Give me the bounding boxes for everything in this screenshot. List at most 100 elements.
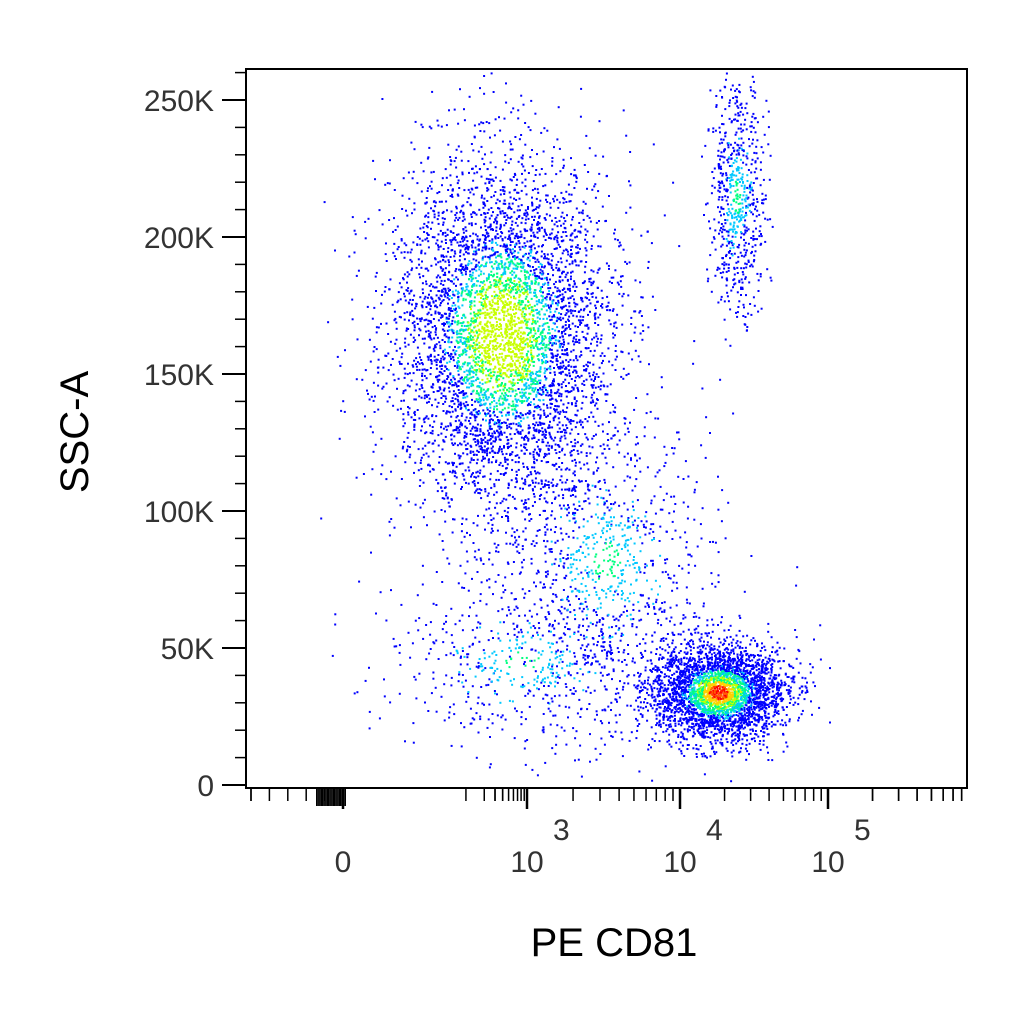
data-point [736, 644, 739, 647]
data-point [669, 669, 671, 672]
data-point [499, 210, 502, 213]
data-point [456, 241, 459, 244]
data-point [577, 452, 580, 455]
data-point [758, 671, 761, 674]
data-point [395, 338, 398, 341]
data-point [749, 125, 752, 128]
data-point [441, 448, 444, 451]
data-point [488, 586, 491, 589]
data-point [639, 310, 642, 313]
data-point [597, 324, 600, 326]
data-point [379, 591, 382, 594]
data-point [460, 745, 463, 748]
data-point [546, 604, 549, 607]
data-point [499, 193, 502, 196]
data-point [423, 319, 426, 322]
data-point [444, 425, 447, 428]
data-point [480, 446, 483, 449]
data-point [668, 701, 671, 704]
data-point [631, 660, 634, 663]
data-point [741, 286, 744, 289]
data-point [662, 699, 665, 702]
data-point [371, 317, 374, 320]
data-point [677, 711, 680, 714]
data-point [416, 244, 419, 246]
data-point [611, 309, 614, 312]
data-point [471, 717, 474, 720]
data-point [581, 330, 584, 333]
data-point [661, 657, 663, 660]
data-point [524, 178, 527, 181]
data-point [627, 430, 630, 433]
data-point [692, 728, 695, 731]
data-point [450, 415, 453, 418]
data-point [658, 657, 661, 660]
data-point [448, 462, 451, 465]
data-point [728, 659, 731, 661]
data-point [710, 742, 713, 745]
data-point [546, 570, 549, 573]
data-point [668, 675, 670, 678]
data-point [738, 751, 741, 754]
data-point [512, 561, 515, 563]
data-point [665, 702, 668, 704]
data-point [717, 301, 720, 304]
data-point [572, 387, 575, 390]
data-point [759, 740, 762, 742]
data-point [407, 171, 410, 174]
data-point [418, 388, 421, 391]
data-point [596, 456, 599, 459]
data-point [728, 657, 731, 659]
data-point [765, 720, 768, 722]
data-point [769, 218, 772, 221]
data-point [666, 658, 669, 661]
data-point [450, 210, 453, 213]
data-point [572, 359, 575, 362]
data-point [560, 612, 563, 615]
data-point [596, 713, 598, 716]
data-point [593, 185, 596, 188]
data-point [563, 198, 566, 201]
data-point [437, 124, 440, 127]
data-point [778, 646, 781, 649]
data-point [730, 649, 733, 652]
data-point [829, 667, 831, 670]
data-point [683, 667, 686, 670]
data-point [584, 233, 587, 236]
data-point [406, 214, 409, 217]
data-point [423, 297, 426, 300]
data-point [667, 706, 670, 709]
data-point [407, 413, 410, 416]
data-point [432, 602, 435, 605]
data-point [736, 653, 739, 656]
data-point [543, 127, 546, 130]
data-point [480, 121, 483, 124]
data-point [606, 295, 609, 298]
data-point [405, 450, 408, 453]
data-point [497, 207, 499, 210]
data-point [699, 640, 702, 643]
data-point [777, 710, 780, 713]
data-point [392, 230, 394, 233]
data-point [572, 420, 575, 423]
data-point [424, 701, 426, 704]
data-point [536, 153, 538, 156]
data-point [717, 198, 720, 201]
data-point [744, 107, 747, 110]
data-point [431, 404, 433, 407]
data-point [630, 316, 633, 319]
data-point [470, 143, 473, 145]
data-point [701, 507, 704, 510]
data-point [743, 650, 746, 653]
data-point [584, 649, 587, 651]
data-point [659, 706, 662, 709]
data-point [705, 721, 708, 724]
data-point [644, 666, 647, 669]
data-point [636, 725, 639, 727]
data-point [788, 702, 791, 704]
data-point [627, 294, 630, 297]
data-point [621, 755, 624, 758]
data-point [692, 734, 695, 737]
data-point [586, 187, 588, 190]
data-point [608, 447, 611, 450]
